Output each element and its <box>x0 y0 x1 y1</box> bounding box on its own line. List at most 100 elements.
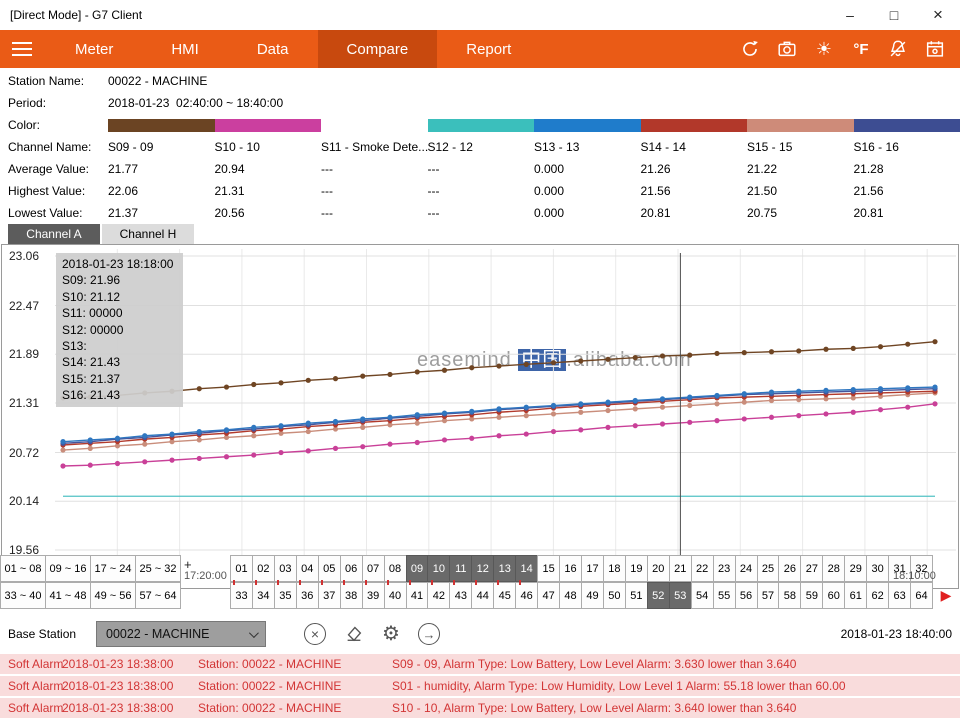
channel-cell[interactable]: 16 <box>559 555 582 582</box>
chart-plot-area[interactable]: easemind 中国.alibaba.com 2018-01-23 18:18… <box>1 244 959 589</box>
close-button[interactable]: × <box>916 0 960 30</box>
channel-cell[interactable]: 36 <box>296 582 319 609</box>
channel-cell[interactable]: 01 <box>230 555 253 582</box>
camera-icon[interactable] <box>776 38 798 60</box>
group-cell[interactable]: 09 ~ 16 <box>45 555 91 582</box>
channel-cell[interactable]: 05 <box>318 555 341 582</box>
clear-button[interactable]: × <box>304 623 326 645</box>
channel-cell[interactable]: 13 <box>493 555 516 582</box>
channel-cell[interactable]: 04 <box>296 555 319 582</box>
channel-cell[interactable]: 39 <box>362 582 385 609</box>
channel-cell[interactable]: 52 <box>647 582 670 609</box>
channel-cell[interactable]: 64 <box>910 582 933 609</box>
channel-cell[interactable]: 58 <box>778 582 801 609</box>
channel-cell[interactable]: 26 <box>778 555 801 582</box>
channel-cell[interactable]: 47 <box>537 582 560 609</box>
channel-cell[interactable]: 34 <box>252 582 275 609</box>
group-cell[interactable]: 25 ~ 32 <box>135 555 181 582</box>
menu-icon[interactable] <box>0 30 46 68</box>
channel-cell[interactable]: 29 <box>844 555 867 582</box>
channel-cell[interactable]: 17 <box>581 555 604 582</box>
nav-item-compare[interactable]: Compare <box>318 30 438 68</box>
channel-cell[interactable]: 23 <box>713 555 736 582</box>
channel-cell[interactable]: 18 <box>603 555 626 582</box>
channel-cell[interactable]: 02 <box>252 555 275 582</box>
channel-cell[interactable]: 57 <box>757 582 780 609</box>
channel-cell[interactable]: 62 <box>866 582 889 609</box>
alarm-row[interactable]: Soft Alarm2018-01-23 18:38:00Station: 00… <box>0 676 960 696</box>
nav-item-meter[interactable]: Meter <box>46 30 142 68</box>
alarm-row[interactable]: Soft Alarm2018-01-23 18:38:00Station: 00… <box>0 698 960 718</box>
channel-cell[interactable]: 09 <box>406 555 429 582</box>
group-cell[interactable]: 17 ~ 24 <box>90 555 136 582</box>
restore-button[interactable]: □ <box>872 0 916 30</box>
schedule-icon[interactable] <box>924 38 946 60</box>
channel-cell[interactable]: 30 <box>866 555 889 582</box>
channel-cell[interactable]: 40 <box>384 582 407 609</box>
channel-cell[interactable]: 48 <box>559 582 582 609</box>
channel-cell[interactable]: 03 <box>274 555 297 582</box>
group-cell[interactable]: 57 ~ 64 <box>135 582 181 609</box>
channel-cell[interactable]: 21 <box>669 555 692 582</box>
channel-cell[interactable]: 42 <box>427 582 450 609</box>
channel-cell[interactable]: 25 <box>757 555 780 582</box>
tab-channel-a[interactable]: Channel A <box>8 224 100 244</box>
alarm-row[interactable]: Soft Alarm2018-01-23 18:38:00Station: 00… <box>0 654 960 674</box>
tab-channel-h[interactable]: Channel H <box>102 224 194 244</box>
group-cell[interactable]: 41 ~ 48 <box>45 582 91 609</box>
channel-cell[interactable]: 54 <box>691 582 714 609</box>
channel-cell[interactable]: 10 <box>427 555 450 582</box>
eraser-button[interactable] <box>344 623 364 646</box>
channel-cell[interactable]: 61 <box>844 582 867 609</box>
channel-cell[interactable]: 38 <box>340 582 363 609</box>
channel-cell[interactable]: 35 <box>274 582 297 609</box>
next-page-button[interactable]: ▶ <box>933 582 959 609</box>
next-arrow-icon[interactable]: ▶ <box>941 587 952 604</box>
channel-cell[interactable]: 06 <box>340 555 363 582</box>
channel-cell[interactable]: 24 <box>735 555 758 582</box>
channel-cell[interactable]: 28 <box>822 555 845 582</box>
channel-cell[interactable]: 22 <box>691 555 714 582</box>
settings-button[interactable]: ⚙ <box>382 624 400 644</box>
channel-cell[interactable]: 44 <box>471 582 494 609</box>
channel-cell[interactable]: 55 <box>713 582 736 609</box>
group-cell[interactable]: 33 ~ 40 <box>0 582 46 609</box>
nav-item-report[interactable]: Report <box>437 30 540 68</box>
channel-cell[interactable]: 43 <box>449 582 472 609</box>
channel-cell[interactable]: 51 <box>625 582 648 609</box>
channel-cell[interactable]: 14 <box>515 555 538 582</box>
group-cell[interactable]: 49 ~ 56 <box>90 582 136 609</box>
channel-cell[interactable]: 41 <box>406 582 429 609</box>
channel-cell[interactable]: 08 <box>384 555 407 582</box>
channel-cell[interactable]: 20 <box>647 555 670 582</box>
channel-cell[interactable]: 63 <box>888 582 911 609</box>
channel-cell[interactable]: 12 <box>471 555 494 582</box>
chart-canvas[interactable] <box>55 245 956 588</box>
fahrenheit-toggle[interactable]: °F <box>850 38 872 60</box>
nav-item-hmi[interactable]: HMI <box>142 30 228 68</box>
minimize-button[interactable]: – <box>828 0 872 30</box>
brightness-icon[interactable]: ☀ <box>813 38 835 60</box>
base-station-dropdown[interactable]: 00022 - MACHINE <box>96 621 266 647</box>
group-cell[interactable]: 01 ~ 08 <box>0 555 46 582</box>
channel-cell[interactable]: 59 <box>800 582 823 609</box>
channel-cell[interactable]: 56 <box>735 582 758 609</box>
channel-cell[interactable]: 37 <box>318 582 341 609</box>
plus-button[interactable]: + <box>184 557 192 572</box>
channel-cell[interactable]: 11 <box>449 555 472 582</box>
channel-cell[interactable]: 46 <box>515 582 538 609</box>
channel-cell[interactable]: 15 <box>537 555 560 582</box>
channel-cell[interactable]: 45 <box>493 582 516 609</box>
channel-cell[interactable]: 27 <box>800 555 823 582</box>
channel-cell[interactable]: 53 <box>669 582 692 609</box>
channel-cell[interactable]: 33 <box>230 582 253 609</box>
channel-cell[interactable]: 07 <box>362 555 385 582</box>
channel-cell[interactable]: 50 <box>603 582 626 609</box>
sync-icon[interactable] <box>739 38 761 60</box>
channel-cell[interactable]: 19 <box>625 555 648 582</box>
nav-item-data[interactable]: Data <box>228 30 318 68</box>
export-button[interactable]: → <box>418 623 440 645</box>
channel-cell[interactable]: 60 <box>822 582 845 609</box>
channel-cell[interactable]: 49 <box>581 582 604 609</box>
notification-icon[interactable] <box>887 38 909 60</box>
